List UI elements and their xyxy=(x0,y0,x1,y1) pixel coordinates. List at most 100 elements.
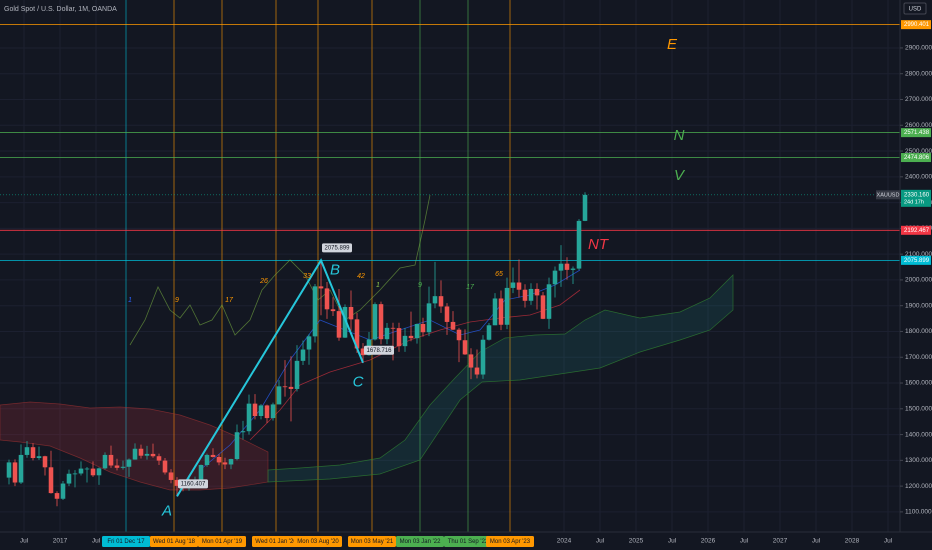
x-tick-label: 2017 xyxy=(53,538,68,545)
candle-body xyxy=(324,288,330,310)
date-marker-label: Wed 01 Aug '18 xyxy=(153,539,196,545)
candle-body xyxy=(558,263,564,271)
candle-body xyxy=(474,367,480,375)
y-tick-label: 1600.000 xyxy=(905,380,932,387)
candle-body xyxy=(420,323,426,333)
price-axis xyxy=(900,0,932,532)
last-price-box xyxy=(901,189,931,207)
wave-label: A xyxy=(161,502,172,519)
candle-body xyxy=(372,304,378,340)
annotation: E xyxy=(667,36,678,53)
count-label: 9 xyxy=(175,297,179,304)
candle-body xyxy=(96,468,102,476)
level-label: 2571.438 xyxy=(904,130,930,136)
candle-body xyxy=(30,447,36,459)
candle-body xyxy=(336,311,342,338)
candle-body xyxy=(228,459,234,465)
count-label: 17 xyxy=(225,297,234,304)
y-tick-label: 2400.000 xyxy=(905,174,932,181)
x-tick-label: Jul xyxy=(596,538,605,545)
marks: 1160.407 A 2075.899 B 1678.716 C 1 9 17 26 33 42 1 9 1… xyxy=(6,36,686,519)
count-label: 9 xyxy=(418,282,422,289)
candle-body xyxy=(408,335,414,339)
candle-body xyxy=(342,306,348,338)
date-marker-box xyxy=(486,536,534,547)
lagging-span xyxy=(129,194,431,346)
candle-body xyxy=(528,288,534,301)
candle-body xyxy=(576,220,582,269)
y-tick-label: 1900.000 xyxy=(905,302,932,309)
date-marker-label: Mon 01 Apr '19 xyxy=(202,539,243,545)
candle-body xyxy=(282,386,288,388)
candle-body xyxy=(534,288,540,296)
wave-label: B xyxy=(330,261,340,278)
candle-body xyxy=(120,466,126,468)
candle-body xyxy=(318,286,324,289)
candle-body xyxy=(390,327,396,329)
count-label: 26 xyxy=(259,278,268,285)
candle-body xyxy=(150,453,156,457)
x-tick-label: Jul xyxy=(740,538,749,545)
wave-price-box xyxy=(364,345,394,355)
candle-body xyxy=(276,386,282,405)
date-marker-box xyxy=(348,536,396,547)
candle-body xyxy=(270,404,276,419)
count-label: 17 xyxy=(466,284,475,291)
count-label: 1 xyxy=(128,297,132,304)
candle-body xyxy=(486,325,492,340)
y-tick-label: 1800.000 xyxy=(905,328,932,335)
candle-body xyxy=(246,403,252,432)
candle-body xyxy=(216,456,222,463)
date-marker-label: Mon 03 Apr '23 xyxy=(490,539,531,545)
candle-body xyxy=(114,465,120,468)
candle-body xyxy=(204,454,210,465)
candle-body xyxy=(378,304,384,340)
candle-body xyxy=(162,460,168,473)
candle-body xyxy=(156,456,162,461)
x-tick-label: 2026 xyxy=(701,538,716,545)
wave-label: C xyxy=(353,374,364,391)
wave-price-box xyxy=(322,243,352,253)
candle-body xyxy=(72,473,78,475)
candle-body xyxy=(300,349,306,361)
candle-body xyxy=(546,284,552,319)
countdown-label: 24d 17h xyxy=(904,199,924,205)
candle-body xyxy=(42,456,48,468)
candle-body xyxy=(222,462,228,465)
candle-body xyxy=(414,323,420,339)
candle-body xyxy=(54,493,60,499)
date-marker-box xyxy=(294,536,342,547)
y-tick-label: 2000.000 xyxy=(905,277,932,284)
candle-body xyxy=(144,453,150,456)
candle-body xyxy=(432,296,438,304)
currency: USD xyxy=(909,7,922,13)
candle-body xyxy=(456,329,462,341)
candle-body xyxy=(84,468,90,470)
candle-body xyxy=(78,468,84,474)
candle-body xyxy=(252,403,258,417)
wave-price-label: 1160.407 xyxy=(181,481,206,487)
date-marker-box xyxy=(396,536,444,547)
y-tick-label: 2100.000 xyxy=(905,251,932,258)
level-label: 2990.401 xyxy=(904,22,930,28)
candle-body xyxy=(66,473,72,484)
count-label: 33 xyxy=(303,273,311,280)
date-marker-label: Thu 01 Sep '22 xyxy=(448,539,489,545)
count-label: 42 xyxy=(357,273,365,280)
candle-body xyxy=(168,472,174,480)
candle-body xyxy=(12,462,18,483)
candle-body xyxy=(108,454,114,466)
date-marker-box xyxy=(150,536,198,547)
candle-body xyxy=(306,336,312,350)
candle-body xyxy=(126,459,132,467)
candle-body xyxy=(24,447,30,455)
candle-body xyxy=(264,405,270,419)
x-tick-label: Jul xyxy=(812,538,821,545)
candle-body xyxy=(48,467,54,494)
candle-body xyxy=(210,454,216,457)
candle-body xyxy=(480,339,486,375)
candle-body xyxy=(510,282,516,288)
x-tick-label: 2024 xyxy=(557,538,572,545)
annotation: N xyxy=(674,127,685,144)
